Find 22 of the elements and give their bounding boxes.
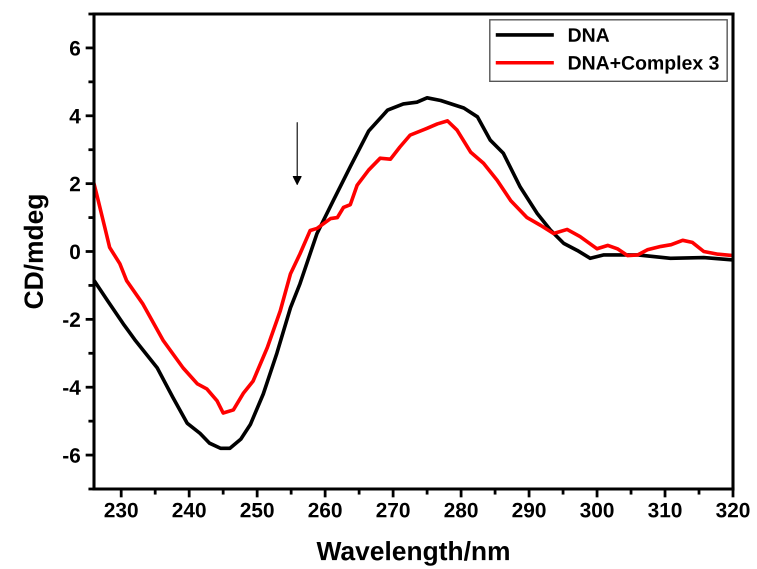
y-tick-label: 4 (70, 109, 81, 124)
legend-label: DNA+Complex 3 (568, 55, 719, 74)
x-tick-label: 300 (580, 502, 614, 518)
y-axis-title: CD/mdeg (24, 195, 48, 308)
x-tick-label: 320 (716, 502, 750, 518)
x-tick-label: 240 (172, 502, 206, 518)
legend-label: DNA (568, 28, 610, 42)
x-axis-title: Wavelength/nm (316, 541, 509, 566)
y-tick-label: 6 (70, 40, 80, 56)
y-tick-label: -2 (63, 312, 80, 327)
line-series (94, 119, 733, 415)
x-tick-label: 230 (104, 502, 138, 518)
y-tick-label: 2 (70, 176, 80, 192)
x-tick-label: 290 (512, 502, 546, 518)
x-tick-label: 280 (444, 502, 478, 518)
x-tick-label: 250 (240, 502, 274, 518)
x-tick-label: 260 (308, 502, 342, 518)
x-tick-label: 270 (376, 502, 410, 518)
y-tick-label: -6 (63, 448, 80, 463)
y-tick-label: -4 (63, 380, 81, 395)
x-tick-label: 310 (648, 502, 682, 518)
y-tick-label: 0 (70, 244, 80, 260)
